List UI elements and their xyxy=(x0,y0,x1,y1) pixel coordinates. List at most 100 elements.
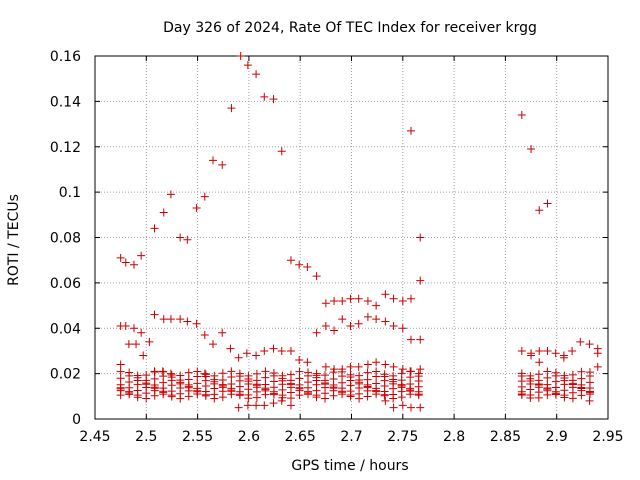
data-point xyxy=(416,335,425,344)
data-point xyxy=(398,365,407,374)
data-point xyxy=(517,369,526,378)
data-point xyxy=(585,396,594,405)
data-point xyxy=(159,315,168,324)
y-ticks: 0 0.02 0.04 0.06 0.08 0.1 0.12 0.14 0.16 xyxy=(50,49,608,428)
data-point xyxy=(227,104,236,113)
data-point xyxy=(372,379,381,388)
data-point xyxy=(535,206,544,215)
data-point xyxy=(407,294,416,303)
data-point xyxy=(210,371,219,380)
data-point xyxy=(397,376,406,385)
x-tick-label: 2.9 xyxy=(546,429,568,445)
data-point xyxy=(416,365,425,374)
data-point xyxy=(363,375,372,384)
data-point xyxy=(517,110,526,119)
x-tick-label: 2.8 xyxy=(443,429,465,445)
data-point xyxy=(295,260,304,269)
data-point xyxy=(416,233,425,242)
data-point xyxy=(407,403,416,412)
x-tick-label: 2.85 xyxy=(490,429,521,445)
data-point xyxy=(145,337,154,346)
data-point xyxy=(560,371,569,380)
data-point xyxy=(303,358,312,367)
data-point xyxy=(407,335,416,344)
data-point xyxy=(355,371,364,380)
data-point xyxy=(167,370,176,379)
data-point xyxy=(354,319,363,328)
data-point xyxy=(397,369,406,378)
data-point xyxy=(269,344,278,353)
y-tick-label: 0.02 xyxy=(50,367,81,383)
data-point xyxy=(363,297,372,306)
data-point xyxy=(236,52,245,60)
data-point xyxy=(526,371,535,380)
data-point xyxy=(252,70,261,79)
data-point xyxy=(277,346,286,355)
data-point xyxy=(234,403,243,412)
y-tick-label: 0.16 xyxy=(50,49,81,65)
x-tick-label: 2.65 xyxy=(285,429,316,445)
data-point xyxy=(330,297,339,306)
data-point xyxy=(132,340,141,349)
data-point xyxy=(551,368,560,377)
data-point xyxy=(129,324,138,333)
data-point xyxy=(346,370,355,379)
data-point xyxy=(398,324,407,333)
y-tick-label: 0.04 xyxy=(50,321,81,337)
data-point xyxy=(176,233,185,242)
data-point xyxy=(208,340,217,349)
data-point xyxy=(200,192,209,201)
data-point xyxy=(312,328,321,337)
data-point xyxy=(201,370,210,379)
x-tick-label: 2.75 xyxy=(387,429,418,445)
data-point xyxy=(416,403,425,412)
x-tick-label: 2.45 xyxy=(79,429,110,445)
data-point xyxy=(585,368,594,377)
data-point xyxy=(133,371,142,380)
data-point xyxy=(398,401,407,410)
x-tick-label: 2.6 xyxy=(238,429,260,445)
x-tick-label: 2.5 xyxy=(135,429,157,445)
y-tick-label: 0.08 xyxy=(50,231,81,247)
data-point xyxy=(150,224,159,233)
data-point xyxy=(116,253,125,262)
data-point xyxy=(124,340,133,349)
data-point xyxy=(380,370,389,379)
data-point xyxy=(116,367,125,376)
data-point xyxy=(372,301,381,310)
data-point xyxy=(543,346,552,355)
data-point xyxy=(338,315,347,324)
data-point xyxy=(534,370,543,379)
data-point xyxy=(338,297,347,306)
data-point xyxy=(242,349,251,358)
data-point xyxy=(321,299,330,308)
data-point xyxy=(346,294,355,303)
data-point xyxy=(218,160,227,169)
chart-title: Day 326 of 2024, Rate Of TEC Index for r… xyxy=(163,20,537,36)
data-point xyxy=(129,260,138,269)
data-point xyxy=(183,317,192,326)
data-point xyxy=(286,401,295,410)
data-point xyxy=(576,337,585,346)
y-tick-label: 0.06 xyxy=(50,276,81,292)
data-point xyxy=(372,358,381,367)
y-tick-label: 0.14 xyxy=(50,94,81,110)
data-point xyxy=(137,328,146,337)
data-point xyxy=(261,380,270,389)
data-point xyxy=(243,401,252,410)
grid-lines xyxy=(95,56,608,419)
data-point xyxy=(346,362,355,371)
data-point xyxy=(295,356,304,365)
data-point xyxy=(346,321,355,330)
x-tick-label: 2.55 xyxy=(182,429,213,445)
data-point xyxy=(269,95,278,104)
data-point xyxy=(593,362,602,371)
data-point xyxy=(252,351,261,360)
x-tick-label: 2.7 xyxy=(340,429,362,445)
data-point xyxy=(261,367,270,376)
data-point xyxy=(227,367,236,376)
data-point xyxy=(260,401,269,410)
data-point xyxy=(354,362,363,371)
